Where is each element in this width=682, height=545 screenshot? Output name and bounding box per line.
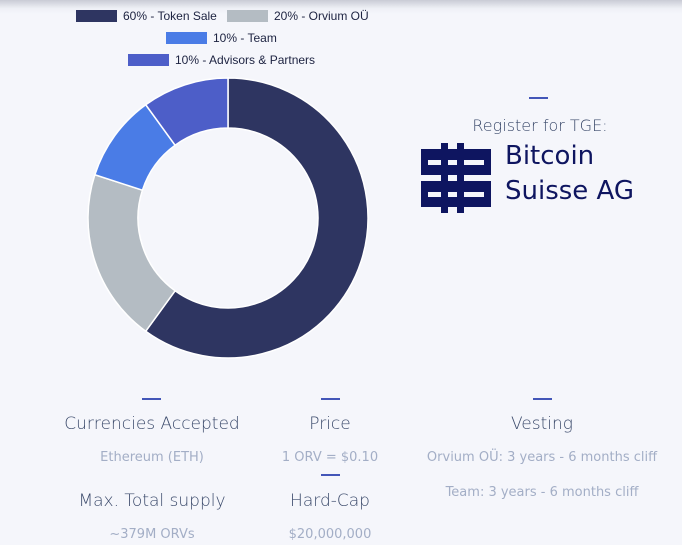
vesting-line-orvium: Orvium OÜ: 3 years - 6 months cliff	[426, 450, 658, 465]
legend-swatch-team	[166, 32, 207, 44]
supply-title: Max. Total supply	[78, 491, 226, 511]
vesting-title: Vesting	[511, 414, 573, 434]
legend-item-advisors[interactable]: 10% - Advisors & Partners	[128, 53, 315, 67]
price-title: Price	[309, 414, 351, 434]
currencies-title: Currencies Accepted	[64, 414, 240, 434]
donut-slice-advisors[interactable]	[144, 77, 229, 147]
tge-dash	[529, 97, 548, 99]
legend-swatch-orvium	[227, 10, 268, 22]
top-shadow	[0, 0, 682, 14]
legend-item-team[interactable]: 10% - Team	[166, 31, 277, 45]
vesting-dash	[533, 398, 552, 400]
currencies-dash	[142, 398, 161, 400]
donut-slice-orvium[interactable]	[87, 173, 177, 333]
donut-slice-token-sale[interactable]	[144, 77, 369, 359]
legend-swatch-token-sale	[76, 10, 117, 22]
price-dash	[321, 398, 340, 400]
donut-chart	[87, 77, 369, 359]
hardcap-value: $20,000,000	[288, 527, 372, 542]
legend-swatch-advisors	[128, 54, 169, 66]
price-value: 1 ORV = $0.10	[281, 450, 379, 465]
currencies-value: Ethereum (ETH)	[100, 450, 204, 465]
legend-label-orvium: 20% - Orvium OÜ	[274, 9, 369, 23]
brand-line-2[interactable]: Suisse AG	[505, 176, 635, 206]
legend-label-team: 10% - Team	[213, 31, 277, 45]
legend-label-token-sale: 60% - Token Sale	[123, 9, 217, 23]
hardcap-title: Hard-Cap	[290, 491, 370, 511]
legend-label-advisors: 10% - Advisors & Partners	[175, 53, 316, 67]
brand-line-1[interactable]: Bitcoin	[505, 141, 595, 171]
vesting-line-team: Team: 3 years - 6 months cliff	[445, 485, 639, 500]
legend-item-token-sale[interactable]: 60% - Token Sale	[76, 9, 217, 23]
supply-value: ~379M ORVs	[109, 527, 195, 542]
bitcoin-suisse-logo-icon[interactable]	[421, 143, 491, 213]
legend-item-orvium[interactable]: 20% - Orvium OÜ	[227, 9, 369, 23]
tge-label: Register for TGE:	[472, 116, 608, 135]
hardcap-dash	[321, 474, 340, 476]
